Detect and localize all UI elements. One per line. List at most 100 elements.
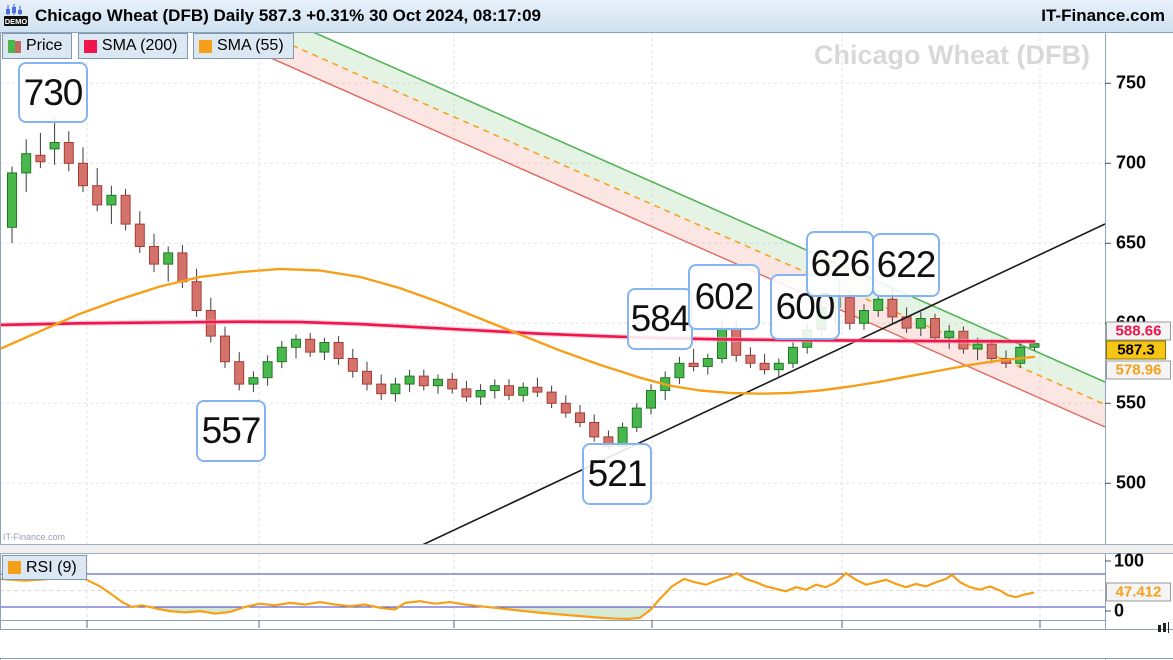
candle-body (504, 385, 514, 396)
candle-body (930, 318, 940, 339)
candle-body (149, 246, 159, 265)
candle-body (305, 338, 316, 353)
candle-body (1029, 343, 1040, 348)
candle-body (248, 377, 259, 385)
sma55-series-icon (198, 39, 212, 53)
legend-chip-label: RSI (9) (26, 558, 77, 576)
price-callout[interactable]: 584 (627, 288, 693, 350)
candle-body (404, 375, 415, 385)
candle-body (92, 185, 103, 206)
candle-body (944, 330, 955, 339)
candle-body (362, 370, 372, 385)
rsi-line[interactable] (0, 572, 1035, 620)
price-series-icon (8, 39, 21, 53)
candle-body (21, 153, 32, 174)
sma200-series-icon (83, 39, 97, 53)
sma55-line[interactable] (0, 267, 1036, 395)
candle-body (35, 154, 46, 163)
channel-lower-line[interactable] (211, 32, 1105, 428)
candle-body (134, 223, 145, 248)
candle-body (646, 390, 656, 409)
candle-body (163, 252, 174, 265)
candle-body (717, 327, 727, 360)
sma200-line[interactable] (0, 320, 1036, 343)
time-axis[interactable] (0, 629, 1173, 659)
legend-chip-sma200[interactable]: SMA (200) (77, 33, 188, 59)
candle-body (759, 362, 770, 371)
price-axis-label: 650 (1116, 232, 1147, 253)
candle-body (461, 388, 472, 398)
rsi-line-group[interactable] (0, 572, 1035, 620)
candle-body (191, 281, 202, 312)
candle-body (873, 298, 884, 311)
candle-body (915, 318, 926, 329)
candle-body (390, 383, 401, 395)
regression-channel[interactable] (211, 32, 1105, 428)
panel-separator[interactable] (0, 544, 1173, 554)
legend-chip-sma55[interactable]: SMA (55) (192, 33, 294, 59)
trendline[interactable] (418, 223, 1105, 547)
candle-body (972, 343, 983, 350)
candle-body (844, 297, 855, 324)
candle-body (475, 390, 486, 398)
title-bar: DEMO Chicago Wheat (DFB) Daily 587.3 +0.… (0, 0, 1173, 33)
candle-body (106, 194, 117, 206)
channel-upper-line[interactable] (312, 32, 1105, 383)
candle-body (319, 342, 330, 353)
candle-body (1015, 346, 1026, 364)
rsi-axis-label: 100 (1114, 550, 1145, 571)
price-callout[interactable]: 622 (872, 233, 940, 297)
candle-body (347, 358, 358, 372)
candle-body (532, 386, 543, 393)
rsi-axis-label: 0 (1114, 600, 1125, 621)
candle-body (788, 346, 798, 364)
instrument-title: Chicago Wheat (DFB) Daily 587.3 +0.31% 3… (35, 6, 541, 25)
legend-chip-price[interactable]: Price (2, 33, 73, 59)
legend-chip-label: SMA (55) (216, 37, 284, 54)
candle-body (418, 375, 429, 387)
candle-body (518, 386, 529, 396)
price-callout[interactable]: 626 (806, 231, 874, 297)
legend-chip-rsi[interactable]: RSI (9) (2, 555, 87, 580)
sma200-value-tag: 588.66 (1106, 321, 1171, 341)
candle-body (234, 361, 245, 385)
price-callout[interactable]: 521 (582, 443, 652, 505)
moving-averages (0, 267, 1037, 395)
price-callout[interactable]: 730 (18, 62, 88, 123)
candle-body (887, 298, 898, 318)
rsi-value-tag: 47.412 (1106, 582, 1171, 602)
price-callout[interactable]: 602 (688, 264, 760, 330)
candle-body (986, 343, 997, 360)
demo-badge-icon: DEMO (3, 4, 29, 28)
last-price-tag: 587.3 (1106, 340, 1166, 360)
legend-chip-label: SMA (200) (101, 37, 178, 54)
candle-body (575, 412, 585, 423)
candle-body (276, 346, 287, 363)
candle-body (589, 422, 600, 438)
candle-body (447, 378, 458, 390)
chart-watermark: Chicago Wheat (DFB) (814, 40, 1090, 70)
price-axis-label: 700 (1116, 152, 1147, 173)
price-axis-label: 500 (1116, 472, 1147, 493)
candle-body (49, 142, 60, 150)
rsi-oversold-pocket (0, 607, 1034, 619)
candle-body (7, 172, 17, 228)
rsi-legend-row: RSI (9) (2, 555, 88, 580)
sma55-value-tag: 578.96 (1106, 360, 1171, 380)
legend-chip-label: Price (26, 37, 63, 54)
candle-body (546, 391, 557, 404)
candle-body (560, 402, 571, 414)
price-axis-label: 550 (1116, 392, 1147, 413)
brand-link[interactable]: IT-Finance.com (1041, 6, 1165, 25)
candle-body (702, 358, 713, 367)
rsi-series-icon (8, 561, 21, 574)
candle-body (262, 361, 273, 379)
candle-body (120, 194, 131, 225)
demo-badge-text: DEMO (5, 17, 28, 26)
price-callout[interactable]: 557 (196, 400, 266, 462)
candle-body (631, 407, 642, 428)
candle-body (220, 335, 230, 363)
miniature-logo-icon[interactable] (1157, 621, 1171, 639)
